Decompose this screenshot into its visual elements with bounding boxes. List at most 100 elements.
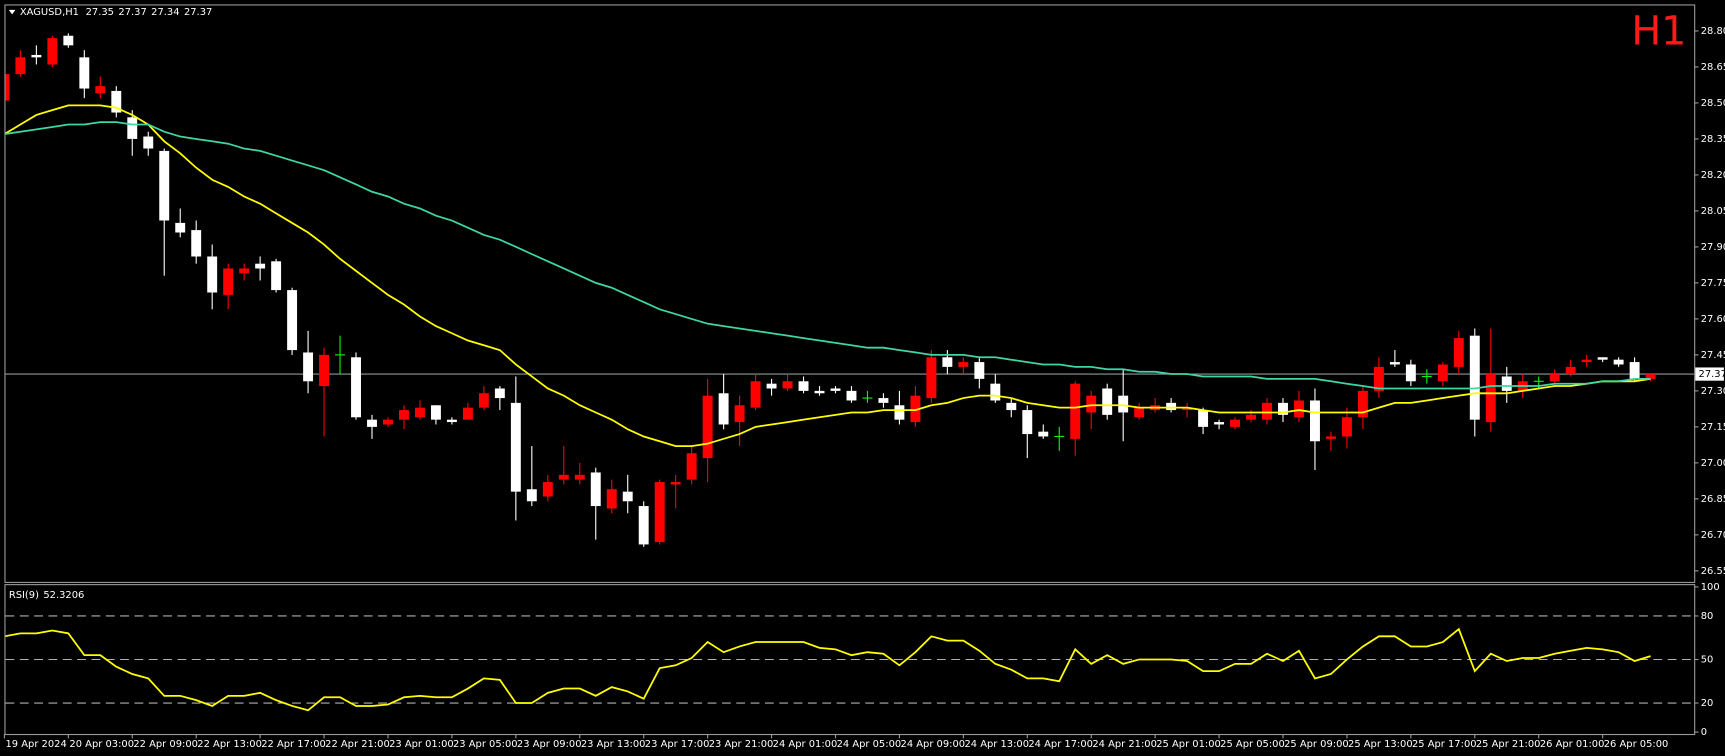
candle-body xyxy=(175,222,186,233)
candle-body xyxy=(15,57,26,75)
candle-body xyxy=(702,395,713,459)
candle-body xyxy=(79,57,90,89)
candle-body xyxy=(1325,436,1336,439)
candle-body xyxy=(1118,395,1129,413)
candle-body xyxy=(414,407,425,418)
candle-body xyxy=(399,410,409,420)
candle-body xyxy=(111,90,122,113)
x-tick-label: 25 Apr 13:00 xyxy=(1348,739,1413,750)
y-tick-label: 26.55 xyxy=(1701,566,1725,577)
y-tick-label: 20 xyxy=(1701,698,1714,709)
x-tick-label: 19 Apr 2024 xyxy=(6,739,67,750)
candle-body xyxy=(510,402,521,492)
candle-body xyxy=(1310,400,1320,442)
y-tick-label: 80 xyxy=(1701,611,1714,622)
x-tick-label: 24 Apr 21:00 xyxy=(1092,739,1157,750)
candle-body xyxy=(974,362,985,379)
candle-body xyxy=(478,393,489,408)
candle-body xyxy=(558,474,569,480)
y-tick-label: 100 xyxy=(1701,582,1720,593)
candle-body xyxy=(1278,402,1288,415)
candle-body xyxy=(734,405,745,423)
y-tick-label: 27.90 xyxy=(1701,242,1725,253)
candle-body xyxy=(878,398,889,403)
candle-body xyxy=(606,489,617,509)
candle-body xyxy=(526,489,537,502)
candle-body xyxy=(191,230,202,257)
candle-body xyxy=(1182,407,1193,411)
candle-body xyxy=(638,506,649,545)
candle-body xyxy=(542,482,553,497)
x-tick-label: 25 Apr 09:00 xyxy=(1284,739,1349,750)
candle-body xyxy=(367,419,377,427)
candle-body xyxy=(958,362,969,367)
candle-body xyxy=(942,357,953,367)
candle-body xyxy=(1006,402,1017,411)
x-tick-label: 24 Apr 13:00 xyxy=(964,739,1029,750)
candle-body xyxy=(782,381,793,389)
x-tick-label: 23 Apr 01:00 xyxy=(389,739,454,750)
candle-body xyxy=(207,256,218,293)
y-tick-label: 28.80 xyxy=(1701,26,1725,37)
last-price-label: 27.37 xyxy=(1699,369,1725,380)
y-tick-label: 27.30 xyxy=(1701,386,1725,397)
candle-body xyxy=(1597,357,1608,360)
moving-average-line xyxy=(5,121,1651,390)
x-tick-label: 22 Apr 13:00 xyxy=(197,739,262,750)
x-tick-label: 24 Apr 01:00 xyxy=(773,739,838,750)
candle-body xyxy=(1341,417,1352,437)
x-tick-label: 22 Apr 21:00 xyxy=(325,739,390,750)
y-tick-label: 26.85 xyxy=(1701,494,1725,505)
candle-body xyxy=(1102,388,1113,415)
candle-body xyxy=(127,117,138,139)
y-tick-label: 28.20 xyxy=(1701,170,1725,181)
candle-body xyxy=(1405,364,1416,382)
x-tick-label: 20 Apr 03:00 xyxy=(69,739,134,750)
header-high: 27.37 xyxy=(118,7,146,18)
candle-body xyxy=(383,419,393,425)
candle-body xyxy=(654,482,665,543)
x-tick-label: 23 Apr 21:00 xyxy=(709,739,774,750)
timeframe-label: H1 xyxy=(1631,9,1686,55)
candle-body xyxy=(1453,338,1464,367)
candle-body xyxy=(446,419,457,423)
candle-body xyxy=(990,383,1001,401)
candle-body xyxy=(351,357,361,418)
rsi-plot xyxy=(5,615,1695,712)
candle-body xyxy=(287,290,298,351)
candle-body xyxy=(159,150,170,221)
y-tick-label: 0 xyxy=(1701,727,1707,738)
x-tick-label: 24 Apr 05:00 xyxy=(837,739,902,750)
symbol-menu-icon[interactable] xyxy=(8,9,16,15)
y-tick-label: 28.35 xyxy=(1701,134,1725,145)
candle-body xyxy=(894,405,905,420)
candle-body xyxy=(494,388,505,399)
x-tick-label: 25 Apr 01:00 xyxy=(1156,739,1221,750)
x-tick-label: 25 Apr 21:00 xyxy=(1476,739,1541,750)
candle-body xyxy=(430,405,441,420)
candle-body xyxy=(1357,390,1368,418)
x-tick-label: 25 Apr 17:00 xyxy=(1412,739,1477,750)
candle-body xyxy=(1022,410,1033,435)
x-tick-label: 23 Apr 13:00 xyxy=(581,739,646,750)
candle-body xyxy=(718,393,729,425)
y-tick-label: 27.75 xyxy=(1701,278,1725,289)
x-tick-label: 25 Apr 05:00 xyxy=(1220,739,1285,750)
candle-body xyxy=(31,54,42,58)
candle-body xyxy=(1262,402,1272,420)
x-tick-label: 22 Apr 09:00 xyxy=(133,739,198,750)
candle-body xyxy=(686,453,697,480)
candle-body xyxy=(1214,422,1225,425)
x-tick-label: 22 Apr 17:00 xyxy=(261,739,326,750)
candle-body xyxy=(574,474,585,480)
candle-body xyxy=(1613,359,1624,365)
candle-body xyxy=(223,268,234,295)
candle-body xyxy=(1469,335,1480,420)
chart-header: XAGUSD,H1 27.35 27.37 27.34 27.37 xyxy=(20,7,212,18)
x-tick-label: 23 Apr 17:00 xyxy=(645,739,710,750)
candle-body xyxy=(846,390,857,401)
candle-body xyxy=(1198,410,1209,427)
rsi-line xyxy=(5,627,1651,712)
